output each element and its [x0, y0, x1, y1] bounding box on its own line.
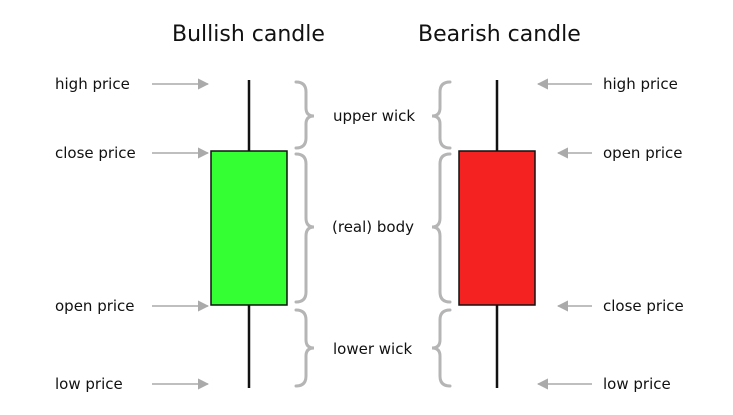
right-label-high: high price	[603, 75, 678, 93]
bearish-title: Bearish candle	[418, 22, 581, 47]
brace-right-body	[431, 152, 452, 304]
brace-left-lower	[294, 308, 315, 388]
left-label-open: open price	[55, 297, 135, 315]
bearish-body	[458, 150, 536, 306]
left-label-high: high price	[55, 75, 130, 93]
bullish-title: Bullish candle	[172, 22, 325, 47]
brace-right-lower	[431, 308, 452, 388]
brace-left-body	[294, 152, 315, 304]
left-label-low: low price	[55, 375, 123, 393]
label-upper-wick: upper wick	[333, 107, 416, 125]
brace-right-upper	[431, 80, 452, 150]
bullish-body	[210, 150, 288, 306]
left-label-close: close price	[55, 144, 136, 162]
label-lower-wick: lower wick	[333, 340, 413, 358]
right-label-low: low price	[603, 375, 671, 393]
label-real-body: (real) body	[332, 218, 414, 236]
right-label-open: open price	[603, 144, 683, 162]
right-label-close: close price	[603, 297, 684, 315]
brace-left-upper	[294, 80, 315, 150]
